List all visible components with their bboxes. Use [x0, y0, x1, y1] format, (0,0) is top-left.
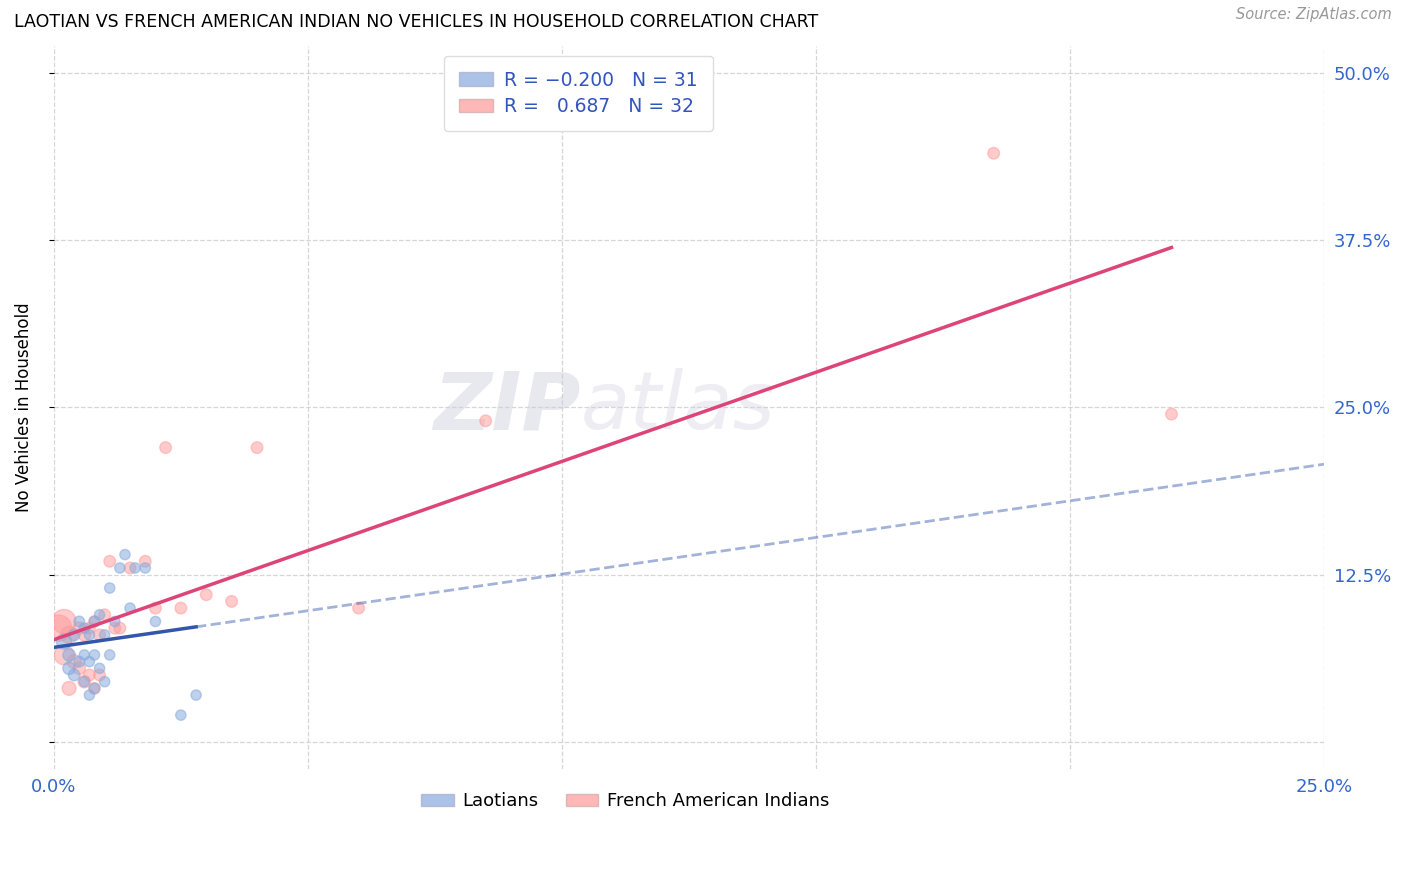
Point	[89, 628, 111, 642]
Point	[79, 628, 101, 642]
Text: Source: ZipAtlas.com: Source: ZipAtlas.com	[1236, 7, 1392, 22]
Point	[63, 655, 86, 669]
Point	[93, 628, 115, 642]
Point	[73, 628, 96, 642]
Point	[89, 661, 111, 675]
Point	[155, 441, 177, 455]
Point	[73, 674, 96, 689]
Point	[53, 615, 76, 629]
Point	[79, 668, 101, 682]
Point	[73, 674, 96, 689]
Point	[83, 615, 105, 629]
Point	[58, 628, 80, 642]
Point	[134, 554, 156, 568]
Point	[67, 621, 90, 635]
Point	[184, 688, 207, 702]
Point	[83, 648, 105, 662]
Point	[134, 561, 156, 575]
Point	[104, 621, 127, 635]
Point	[246, 441, 269, 455]
Point	[48, 621, 70, 635]
Point	[89, 607, 111, 622]
Point	[67, 661, 90, 675]
Point	[58, 661, 80, 675]
Point	[98, 581, 121, 595]
Point	[108, 621, 131, 635]
Point	[79, 655, 101, 669]
Text: LAOTIAN VS FRENCH AMERICAN INDIAN NO VEHICLES IN HOUSEHOLD CORRELATION CHART: LAOTIAN VS FRENCH AMERICAN INDIAN NO VEH…	[14, 13, 818, 31]
Point	[83, 615, 105, 629]
Point	[93, 607, 115, 622]
Point	[124, 561, 146, 575]
Point	[108, 561, 131, 575]
Point	[73, 621, 96, 635]
Point	[983, 146, 1005, 161]
Point	[104, 615, 127, 629]
Text: atlas: atlas	[581, 368, 776, 446]
Text: ZIP: ZIP	[433, 368, 581, 446]
Point	[118, 561, 141, 575]
Point	[83, 681, 105, 696]
Point	[63, 628, 86, 642]
Point	[98, 648, 121, 662]
Point	[118, 601, 141, 615]
Point	[170, 708, 193, 723]
Point	[474, 414, 496, 428]
Point	[221, 594, 243, 608]
Point	[58, 681, 80, 696]
Point	[195, 588, 218, 602]
Point	[53, 634, 76, 648]
Y-axis label: No Vehicles in Household: No Vehicles in Household	[15, 302, 32, 512]
Point	[98, 554, 121, 568]
Point	[145, 601, 167, 615]
Point	[1160, 407, 1182, 421]
Point	[114, 548, 136, 562]
Point	[53, 648, 76, 662]
Point	[58, 648, 80, 662]
Point	[73, 648, 96, 662]
Point	[170, 601, 193, 615]
Point	[89, 668, 111, 682]
Point	[63, 668, 86, 682]
Point	[67, 655, 90, 669]
Point	[67, 615, 90, 629]
Legend: Laotians, French American Indians: Laotians, French American Indians	[413, 785, 837, 817]
Point	[145, 615, 167, 629]
Point	[83, 681, 105, 696]
Point	[79, 621, 101, 635]
Point	[93, 674, 115, 689]
Point	[79, 688, 101, 702]
Point	[347, 601, 370, 615]
